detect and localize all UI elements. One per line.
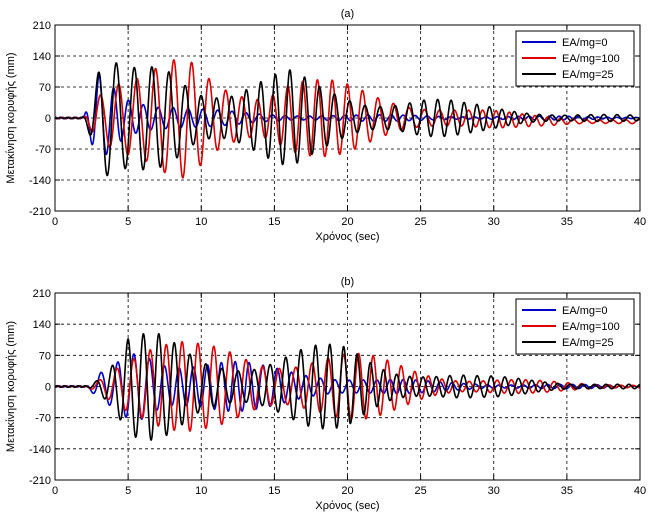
y-tick-label: -70 xyxy=(35,144,51,156)
x-tick-label: 5 xyxy=(125,216,131,228)
y-tick-label: -140 xyxy=(29,175,51,187)
legend: EA/mg=0 EA/mg=100 EA/mg=25 xyxy=(515,30,635,87)
series-group xyxy=(55,59,640,179)
x-tick-label: 15 xyxy=(268,485,280,497)
x-tick-label: 25 xyxy=(415,216,427,228)
x-tick-label: 25 xyxy=(415,485,427,497)
x-tick-label: 30 xyxy=(488,216,500,228)
x-tick-label: 30 xyxy=(488,485,500,497)
legend-label: EA/mg=100 xyxy=(562,321,620,333)
series-line-ea-mg-25 xyxy=(55,332,640,441)
y-tick-label: 140 xyxy=(33,51,51,63)
y-tick-label: -140 xyxy=(29,444,51,456)
y-tick-label: 70 xyxy=(39,82,51,94)
y-tick-label: 210 xyxy=(33,288,51,300)
chart-title: (a) xyxy=(341,8,354,20)
x-tick-label: 35 xyxy=(561,485,573,497)
y-tick-label: -210 xyxy=(29,206,51,218)
y-tick-label: 0 xyxy=(45,382,51,394)
y-tick-label: -70 xyxy=(35,413,51,425)
series-line-ea-mg-25 xyxy=(55,62,640,177)
legend-label: EA/mg=100 xyxy=(562,53,620,65)
x-tick-label: 10 xyxy=(195,216,207,228)
x-axis-label: Χρόνος (sec) xyxy=(315,500,379,512)
y-axis-label: Μετακίνηση κορυφής (mm) xyxy=(5,52,17,183)
legend-label: EA/mg=25 xyxy=(562,337,614,349)
chart-panel-b: 0 5 10 15 20 25 30 35 40 -210 -140 -70 0 70 140 210 (b) Χ… xyxy=(5,276,646,512)
x-tick-label: 40 xyxy=(634,216,646,228)
x-tick-label: 40 xyxy=(634,485,646,497)
x-tick-label: 10 xyxy=(195,485,207,497)
x-tick-label: 0 xyxy=(52,216,58,228)
y-tick-label: -210 xyxy=(29,475,51,487)
chart-title: (b) xyxy=(341,276,354,288)
y-tick-label: 140 xyxy=(33,319,51,331)
legend-label: EA/mg=0 xyxy=(562,37,608,49)
chart-panel-a: 0 5 10 15 20 25 30 35 40 -210 -140 -70 0 70 140 210 (a) Χ… xyxy=(5,8,646,243)
y-tick-label: 0 xyxy=(45,113,51,125)
x-tick-label: 20 xyxy=(341,485,353,497)
y-axis-label: Μετακίνηση κορυφής (mm) xyxy=(5,321,17,452)
x-tick-label: 5 xyxy=(125,485,131,497)
x-tick-label: 0 xyxy=(52,485,58,497)
y-tick-label: 70 xyxy=(39,350,51,362)
x-tick-label: 15 xyxy=(268,216,280,228)
legend: EA/mg=0 EA/mg=100 EA/mg=25 xyxy=(515,298,635,355)
legend-label: EA/mg=0 xyxy=(562,305,608,317)
series-group xyxy=(55,332,640,441)
y-tick-label: 210 xyxy=(33,20,51,32)
x-tick-label: 35 xyxy=(561,216,573,228)
legend-label: EA/mg=25 xyxy=(562,69,614,81)
series-line-ea-mg-100 xyxy=(55,59,640,179)
x-tick-label: 20 xyxy=(341,216,353,228)
x-axis-label: Χρόνος (sec) xyxy=(315,231,379,243)
